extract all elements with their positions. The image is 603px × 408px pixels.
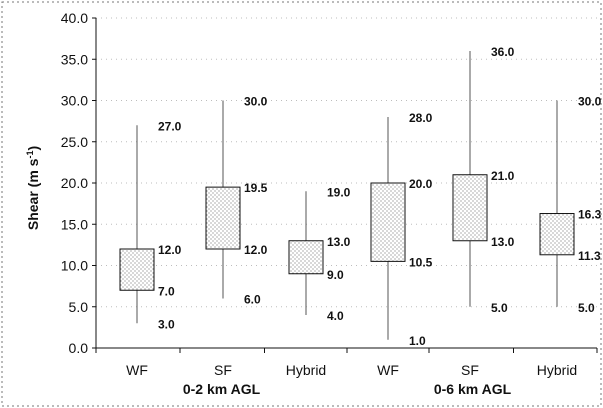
box-g1-wf bbox=[119, 248, 155, 291]
value-label-g1-hybrid-q1: 9.0 bbox=[327, 268, 344, 282]
value-label-g2-hybrid-q3: 16.3 bbox=[578, 208, 602, 222]
value-label-g2-wf-max: 28.0 bbox=[409, 111, 433, 125]
y-tick-label: 5.0 bbox=[69, 299, 89, 315]
value-label-g1-hybrid-max: 19.0 bbox=[327, 185, 351, 199]
category-label-g1-hybrid: Hybrid bbox=[286, 362, 326, 378]
category-label-g1-sf: SF bbox=[214, 362, 232, 378]
value-label-g2-wf-min: 1.0 bbox=[409, 334, 426, 348]
value-label-g2-wf-q3: 20.0 bbox=[409, 177, 433, 191]
value-label-g1-sf-min: 6.0 bbox=[244, 293, 261, 307]
value-label-g2-hybrid-min: 5.0 bbox=[578, 301, 595, 315]
y-tick-label: 40.0 bbox=[61, 10, 88, 26]
box-layer bbox=[119, 51, 575, 340]
value-label-g2-sf-min: 5.0 bbox=[491, 301, 508, 315]
y-axis-title-close: ) bbox=[25, 146, 41, 151]
value-label-g2-hybrid-max: 30.0 bbox=[578, 95, 602, 109]
y-axis-title-exponent: -1 bbox=[25, 151, 35, 159]
box-g2-wf bbox=[370, 182, 406, 262]
value-label-g2-sf-max: 36.0 bbox=[491, 45, 515, 59]
value-label-g2-wf-q1: 10.5 bbox=[409, 255, 433, 269]
value-label-g1-wf-min: 3.0 bbox=[158, 317, 175, 331]
box-g1-hybrid bbox=[288, 240, 324, 275]
value-label-g2-sf-q3: 21.0 bbox=[491, 169, 515, 183]
value-label-g2-sf-q1: 13.0 bbox=[491, 235, 515, 249]
y-tick-label: 10.0 bbox=[61, 258, 88, 274]
box-g1-sf bbox=[205, 186, 241, 250]
y-tick-label: 30.0 bbox=[61, 93, 88, 109]
value-label-g1-sf-max: 30.0 bbox=[244, 95, 268, 109]
y-tick-label: 35.0 bbox=[61, 51, 88, 67]
value-label-g1-sf-q3: 19.5 bbox=[244, 181, 268, 195]
y-tick-label: 15.0 bbox=[61, 216, 88, 232]
y-tick-label: 20.0 bbox=[61, 175, 88, 191]
group-label-1: 0-2 km AGL bbox=[183, 381, 261, 397]
box-g2-sf bbox=[452, 174, 488, 242]
value-label-g1-wf-q1: 7.0 bbox=[158, 284, 175, 298]
box-g2-hybrid bbox=[539, 213, 575, 256]
y-tick-label: 0.0 bbox=[69, 340, 89, 356]
grid-layer bbox=[96, 17, 597, 308]
value-label-g1-wf-max: 27.0 bbox=[158, 119, 182, 133]
value-label-g2-hybrid-q1: 11.3 bbox=[578, 249, 601, 263]
y-tick-label: 25.0 bbox=[61, 134, 88, 150]
category-label-g1-wf: WF bbox=[126, 362, 148, 378]
group-label-2: 0-6 km AGL bbox=[434, 381, 512, 397]
value-label-g1-hybrid-min: 4.0 bbox=[327, 309, 344, 323]
y-axis-title-main: Shear (m s bbox=[25, 158, 41, 230]
value-label-g1-sf-q1: 12.0 bbox=[244, 243, 268, 257]
category-label-g2-sf: SF bbox=[461, 362, 479, 378]
value-label-g1-wf-q3: 12.0 bbox=[158, 243, 182, 257]
category-label-g2-wf: WF bbox=[377, 362, 399, 378]
y-axis-title: Shear (m s-1) bbox=[25, 146, 41, 230]
value-label-g1-hybrid-q3: 13.0 bbox=[327, 235, 351, 249]
label-layer: 27.0 12.0 7.0 3.0 WF 30.0 19.5 12.0 6.0 SF 19.0 13.… bbox=[126, 45, 602, 397]
axis-layer: 0.0 5.0 10.0 15.0 20.0 25.0 30.0 35.0 40.0 bbox=[61, 10, 598, 356]
category-label-g2-hybrid: Hybrid bbox=[537, 362, 577, 378]
